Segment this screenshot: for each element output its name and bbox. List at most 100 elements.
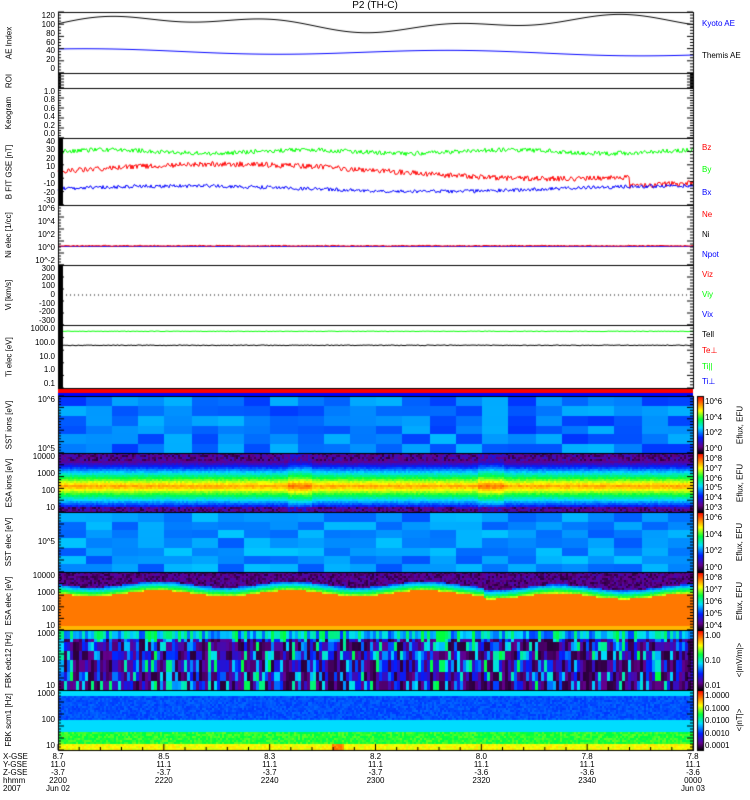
y-tick-label: 10^5 <box>37 444 55 453</box>
legend-Viy: Viy <box>702 290 713 299</box>
y-tick-label: 60 <box>46 37 55 47</box>
colorbar-tick: 10^6 <box>705 513 723 522</box>
y-tick-label: 0 <box>50 170 55 180</box>
x-tick-t: 2200 <box>49 776 67 785</box>
y-tick-label: 10^0 <box>37 243 55 252</box>
legend-Bx: Bx <box>702 187 712 197</box>
y-tick-label: 100.0 <box>34 337 55 347</box>
y-tick-label: 1000 <box>37 629 55 638</box>
colorbar-tick: 0.01 <box>705 681 721 690</box>
y-tick-label: 10 <box>46 503 55 512</box>
x-tick-t: 0000 <box>684 776 702 785</box>
x-row-label-1: Y-GSE <box>3 760 28 769</box>
colorbar-tick: 0.0010 <box>705 728 730 738</box>
legend-Ni: Ni <box>702 230 710 239</box>
y-tick-label: 100 <box>41 604 55 614</box>
x-tick-x: 8.3 <box>264 752 276 761</box>
colorbar-tick: 10^0 <box>705 444 723 453</box>
y-tick-label: -300 <box>38 316 55 325</box>
y-tick-label: 0.0 <box>43 129 55 138</box>
y-tick-label: 10^6 <box>37 395 55 404</box>
y-tick-label: 100 <box>41 19 55 29</box>
colorbar-label: <|nT|> <box>735 708 744 732</box>
x-tick-z: -3.6 <box>474 768 489 777</box>
y-tick-label: 100 <box>41 655 55 664</box>
y-tick-label: 0.2 <box>43 120 55 130</box>
colorbar-tick: 10^7 <box>705 463 723 473</box>
y-tick-label: 10000 <box>32 571 55 580</box>
legend-Te⊥: Te⊥ <box>702 345 718 355</box>
x-row-label-2: Z-GSE <box>3 768 28 777</box>
x-tick-z: -3.6 <box>580 768 595 777</box>
panel-label-fbk_b: FBK scm1 [Hz] <box>4 693 13 747</box>
y-tick-label: 1.0 <box>43 365 55 375</box>
y-tick-label: 0.4 <box>43 112 55 122</box>
y-tick-label: 20 <box>46 153 55 163</box>
y-tick-label: 30 <box>46 145 55 155</box>
x-tick-z: -3.7 <box>51 768 65 777</box>
y-tick-label: 10 <box>46 681 55 690</box>
y-tick-label: 80 <box>46 28 55 38</box>
panel-label-esa_i: ESA ions [eV] <box>4 458 13 507</box>
x-tick-y: 11.0 <box>50 760 66 769</box>
y-tick-label: 10 <box>46 741 55 750</box>
x-tick-x: 8.0 <box>475 752 487 761</box>
colorbar-tick: 10^7 <box>705 585 723 594</box>
y-tick-label: -200 <box>38 307 55 317</box>
y-tick-label: 100 <box>41 486 55 495</box>
x-row-label-4: 2007 <box>3 784 21 793</box>
colorbar-tick: 10^4 <box>705 412 723 422</box>
panel-label-keogram: Keogram <box>4 96 13 130</box>
y-tick-label: 10^-2 <box>35 256 55 265</box>
x-tick-t: 2320 <box>472 776 491 785</box>
y-tick-label: 0.1 <box>43 379 55 388</box>
panel-label-sst_i: SST ions [eV] <box>4 400 13 449</box>
colorbar-tick: 10^6 <box>705 397 723 406</box>
colorbar-tick: 0.0001 <box>705 741 730 750</box>
colorbar-label: <|mV/m|> <box>735 642 744 678</box>
colorbar-tick: 1.00 <box>705 631 721 640</box>
colorbar-label: Eflux, EFU <box>735 522 744 562</box>
x-tick-y: 11.1 <box>156 760 172 769</box>
x-tick-t: 2300 <box>366 776 385 785</box>
legend-kyoto-ae: Kyoto AE <box>702 19 735 28</box>
x-row-label-0: X-GSE <box>3 752 28 761</box>
x-tick-y: 11.1 <box>473 760 489 769</box>
y-tick-label: 1000.0 <box>30 324 55 333</box>
x-tick-z: -3.7 <box>368 768 383 777</box>
y-tick-label: 120 <box>41 11 55 20</box>
colorbar-tick: 10^0 <box>705 563 723 572</box>
y-tick-label: 300 <box>41 264 55 273</box>
colorbar-tick: 0.10 <box>705 656 721 665</box>
y-tick-label: 1000 <box>37 587 55 597</box>
legend-Bz: Bz <box>702 143 712 152</box>
panel-label-ae: AE Index <box>4 26 13 59</box>
colorbar-tick: 10^4 <box>705 529 723 539</box>
panel-label-esa_e: ESA elec [eV] <box>4 576 13 626</box>
y-tick-label: 0 <box>50 64 55 73</box>
x-tick-x: 7.8 <box>581 752 593 761</box>
legend-Ne: Ne <box>702 210 713 219</box>
x-tick-z: -3.6 <box>686 768 700 777</box>
y-tick-label: 1.0 <box>43 87 55 96</box>
y-tick-label: 10^5 <box>37 537 55 546</box>
y-tick-label: 40 <box>46 137 55 146</box>
x-tick-d: Jun 03 <box>680 784 706 793</box>
plot-title: P2 (TH-C) <box>352 0 398 11</box>
colorbar-tick: 10^8 <box>705 573 723 582</box>
panel-label-ti: Ti elec [eV] <box>4 336 13 377</box>
colorbar-tick: 10^5 <box>705 609 723 618</box>
legend-Viz: Viz <box>702 270 713 279</box>
panel-label-sst_e: SST elec [eV] <box>4 517 13 567</box>
colorbar-tick: 10^4 <box>705 621 723 630</box>
legend-Ti⊥: Ti⊥ <box>702 377 716 387</box>
y-tick-label: 1000 <box>37 469 55 478</box>
y-tick-label: 40 <box>46 46 55 56</box>
colorbar-tick: 10^6 <box>705 473 723 483</box>
legend-Npot: Npot <box>702 250 719 259</box>
panel-label-roi: ROI <box>4 73 13 88</box>
y-tick-label: -20 <box>43 187 55 197</box>
x-tick-z: -3.7 <box>262 768 277 777</box>
y-tick-label: -10 <box>43 179 55 189</box>
